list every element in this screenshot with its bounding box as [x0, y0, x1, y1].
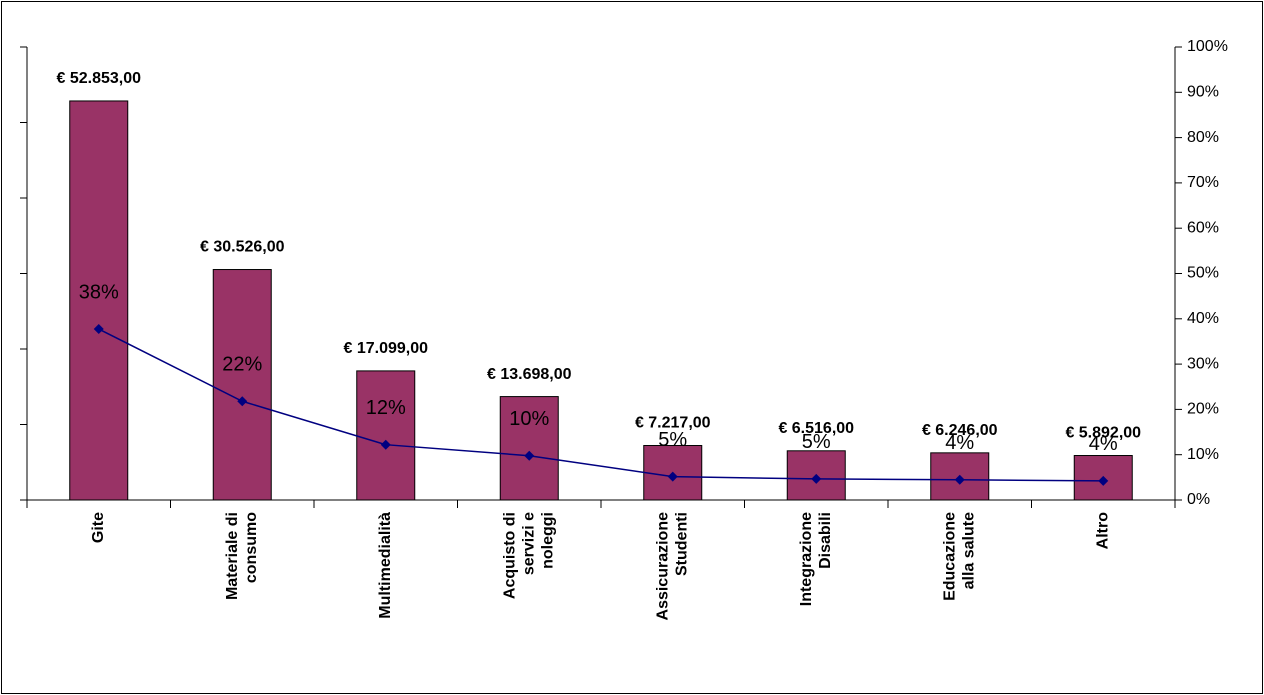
bar-value-label: € 7.217,00: [635, 415, 711, 432]
bar-value-label: € 6.246,00: [922, 422, 998, 439]
line-value-label: 10%: [509, 408, 549, 430]
y2-tick-label: 70%: [1187, 174, 1219, 191]
bar: [499, 396, 559, 501]
bar: [212, 269, 272, 501]
y2-tick-label: 50%: [1187, 265, 1219, 282]
y2-tick-label: 0%: [1187, 491, 1210, 508]
line-value-label: 22%: [222, 354, 262, 376]
marker: [667, 471, 678, 482]
bar: [930, 452, 990, 501]
y2-tick-label: 20%: [1187, 401, 1219, 418]
x-tick-label: Gite: [90, 512, 107, 543]
y2-tick-label: 40%: [1187, 310, 1219, 327]
bar-value-label: € 6.516,00: [778, 420, 854, 437]
bar-value-label: € 52.853,00: [56, 70, 141, 87]
x-tick-label: Assicurazione Studenti: [654, 512, 690, 621]
y2-tick-label: 90%: [1187, 84, 1219, 101]
x-tick-label: Integrazione Disabili: [798, 512, 834, 606]
line-value-label: 12%: [366, 397, 406, 419]
line-value-label: 5%: [802, 431, 831, 453]
x-tick-label: Altro: [1094, 512, 1111, 550]
line-value-label: 4%: [945, 432, 974, 454]
marker: [380, 439, 391, 450]
x-tick-label: Materiale di consumo: [224, 512, 260, 600]
bar: [356, 370, 416, 501]
line-value-label: 38%: [79, 281, 119, 303]
bar-value-label: € 5.892,00: [1065, 425, 1141, 442]
marker: [237, 396, 248, 407]
marker: [811, 473, 822, 484]
bar-value-label: € 17.099,00: [343, 340, 428, 357]
line: [98, 328, 1104, 482]
marker: [954, 474, 965, 485]
line-value-label: 5%: [658, 429, 687, 451]
bar: [69, 100, 129, 501]
x-tick-label: Educazione alla salute: [941, 512, 977, 601]
bar-value-label: € 13.698,00: [487, 366, 572, 383]
y2-tick-label: 100%: [1187, 38, 1228, 55]
line-value-label: 4%: [1089, 433, 1118, 455]
bar-value-label: € 30.526,00: [200, 239, 285, 256]
y2-tick-label: 80%: [1187, 129, 1219, 146]
marker: [524, 450, 535, 461]
marker: [93, 324, 104, 335]
y2-tick-label: 10%: [1187, 446, 1219, 463]
y2-tick-label: 30%: [1187, 355, 1219, 372]
x-tick-label: Multimedialità: [377, 512, 394, 619]
marker: [1098, 475, 1109, 486]
y2-tick-label: 60%: [1187, 219, 1219, 236]
x-tick-label: Acquisto di servizi e noleggi: [501, 512, 556, 599]
